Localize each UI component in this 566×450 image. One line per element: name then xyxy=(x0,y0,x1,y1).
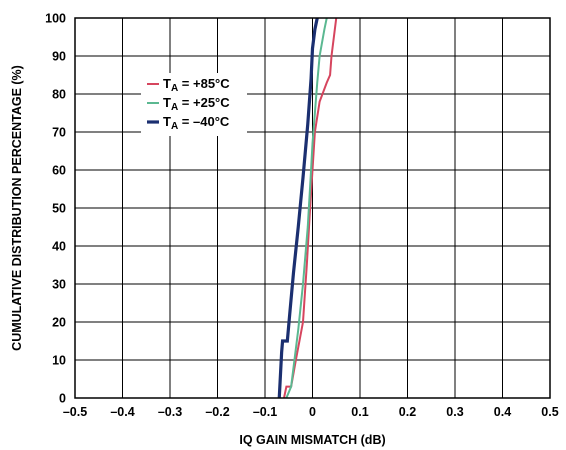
series-line-2 xyxy=(285,17,328,399)
legend-label-3: TA = –40°C xyxy=(163,114,230,132)
y-tick-label: 80 xyxy=(52,88,66,102)
x-axis-title: IQ GAIN MISMATCH (dB) xyxy=(239,433,385,447)
x-tick-labels: –0.5 –0.4 –0.3 –0.2 –0.1 0 0.1 0.2 0.3 0.4 0.5 xyxy=(63,405,559,419)
y-tick-label: 0 xyxy=(59,392,66,406)
y-axis-title: CUMULATIVE DISTRIBUTION PERCENTAGE (%) xyxy=(10,65,24,351)
x-tick-label: –0.3 xyxy=(158,405,182,419)
x-tick-label: –0.4 xyxy=(110,405,134,419)
legend: TA = +85°CTA = +25°CTA = –40°C xyxy=(141,73,247,136)
x-tick-label: 0.1 xyxy=(351,405,368,419)
x-tick-label: 0.3 xyxy=(446,405,463,419)
y-tick-label: 60 xyxy=(52,164,66,178)
x-tick-label: –0.5 xyxy=(63,405,87,419)
y-tick-label: 50 xyxy=(52,202,66,216)
y-tick-label: 30 xyxy=(52,278,66,292)
y-tick-label: 70 xyxy=(52,126,66,140)
y-tick-labels: 0 10 20 30 40 50 60 70 80 90 100 xyxy=(45,12,66,406)
legend-label-2: TA = +25°C xyxy=(163,95,230,113)
x-tick-label: 0.2 xyxy=(399,405,416,419)
x-tick-label: 0.5 xyxy=(541,405,558,419)
series-lines xyxy=(277,17,338,399)
series-line-3 xyxy=(277,17,319,399)
x-tick-label: 0 xyxy=(309,405,316,419)
x-tick-label: –0.2 xyxy=(205,405,229,419)
y-tick-label: 20 xyxy=(52,316,66,330)
y-tick-label: 100 xyxy=(45,12,66,26)
x-tick-label: –0.1 xyxy=(253,405,277,419)
y-tick-label: 10 xyxy=(52,354,66,368)
x-tick-label: 0.4 xyxy=(494,405,511,419)
y-tick-label: 90 xyxy=(52,50,66,64)
legend-label-1: TA = +85°C xyxy=(163,76,230,94)
plot-frame xyxy=(74,17,551,399)
y-tick-label: 40 xyxy=(52,240,66,254)
